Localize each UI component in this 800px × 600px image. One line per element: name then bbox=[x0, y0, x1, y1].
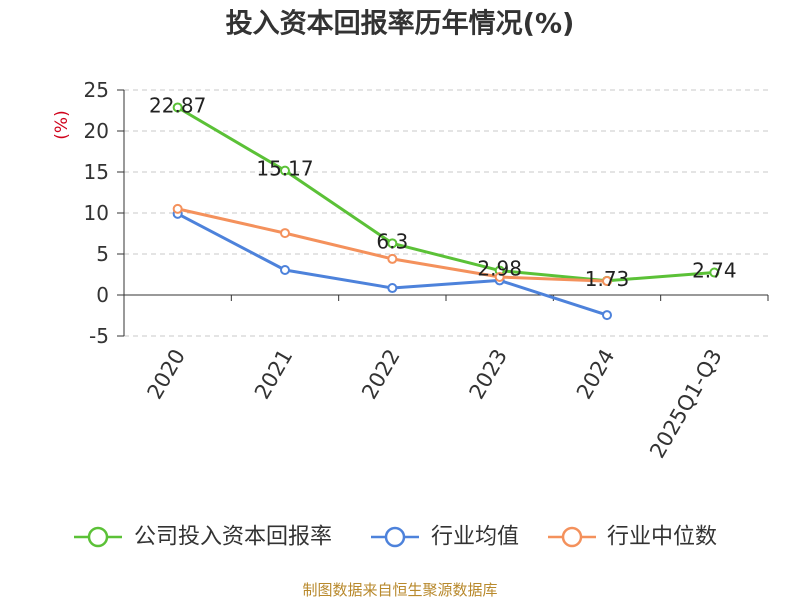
point-industry-median-2023 bbox=[494, 271, 505, 282]
y-tick-label-5: 5 bbox=[96, 242, 109, 266]
point-company-roic-2022 bbox=[387, 238, 398, 249]
point-company-roic-2021 bbox=[280, 165, 290, 176]
legend-label-industry-mean: 行业均值 bbox=[431, 525, 519, 550]
legend-marker-company-roic bbox=[87, 526, 109, 548]
point-industry-median-2024 bbox=[602, 276, 612, 287]
data-label-company-roic-2022: 6.3 bbox=[376, 229, 408, 253]
legend-marker-industry-median bbox=[561, 526, 583, 548]
footer-source: 制图数据来自恒生聚源数据库 bbox=[302, 581, 497, 599]
point-company-roic-2025q1-q3 bbox=[709, 267, 720, 278]
data-label-company-roic-2025q1-q3: 2.74 bbox=[692, 259, 737, 283]
data-labels: 22.87 15.17 6.3 2.98 1.73 2.74 bbox=[149, 93, 737, 290]
x-tick-label-2023: 2023 bbox=[465, 345, 513, 403]
point-industry-mean-2022 bbox=[387, 283, 398, 294]
y-tick-label-25: 25 bbox=[84, 78, 109, 102]
y-axis-label: (%) bbox=[52, 110, 72, 139]
y-tick-label-neg5: -5 bbox=[89, 324, 109, 348]
legend-marker-industry-mean bbox=[384, 526, 406, 548]
x-tick-label-2021: 2021 bbox=[250, 345, 298, 403]
series-line-company-roic bbox=[176, 106, 716, 283]
data-label-company-roic-2021: 15.17 bbox=[256, 157, 313, 181]
y-tick-label-10: 10 bbox=[84, 201, 109, 225]
y-tick-label-15: 15 bbox=[84, 160, 109, 184]
point-company-roic-2020 bbox=[172, 102, 183, 113]
chart-title: 投入资本回报率历年情况(%) bbox=[226, 8, 575, 40]
x-tick-label-2022: 2022 bbox=[357, 345, 405, 403]
legend-item-industry-median[interactable]: 行业中位数 bbox=[548, 525, 717, 550]
legend-item-company-roic[interactable]: 公司投入资本回报率 bbox=[74, 525, 332, 550]
legend-label-industry-median: 行业中位数 bbox=[607, 525, 717, 550]
legend: 公司投入资本回报率 行业均值 行业中位数 bbox=[74, 525, 717, 550]
point-industry-median-2021 bbox=[280, 228, 290, 239]
x-tick-label-2025q1-q3: 2025Q1-Q3 bbox=[645, 345, 727, 462]
data-label-company-roic-2024: 1.73 bbox=[585, 267, 630, 291]
x-tick-label-2020: 2020 bbox=[143, 345, 191, 403]
point-industry-mean-2021 bbox=[280, 264, 290, 275]
legend-item-industry-mean[interactable]: 行业均值 bbox=[371, 525, 519, 550]
data-label-company-roic-2023: 2.98 bbox=[477, 257, 522, 281]
point-industry-median-2020 bbox=[172, 203, 183, 214]
y-tick-label-0: 0 bbox=[96, 283, 109, 307]
axes: 25 20 15 10 5 0 -5 2020 2021 2022 2023 2024 2025Q1-Q… bbox=[84, 78, 769, 462]
y-tick-label-20: 20 bbox=[84, 119, 109, 143]
x-tick-label-2024: 2024 bbox=[572, 345, 620, 403]
legend-label-company-roic: 公司投入资本回报率 bbox=[134, 525, 332, 550]
series-layer bbox=[172, 102, 720, 321]
point-industry-median-2022 bbox=[387, 253, 398, 264]
point-industry-mean-2024 bbox=[602, 310, 612, 321]
data-label-company-roic-2020: 22.87 bbox=[149, 93, 206, 117]
